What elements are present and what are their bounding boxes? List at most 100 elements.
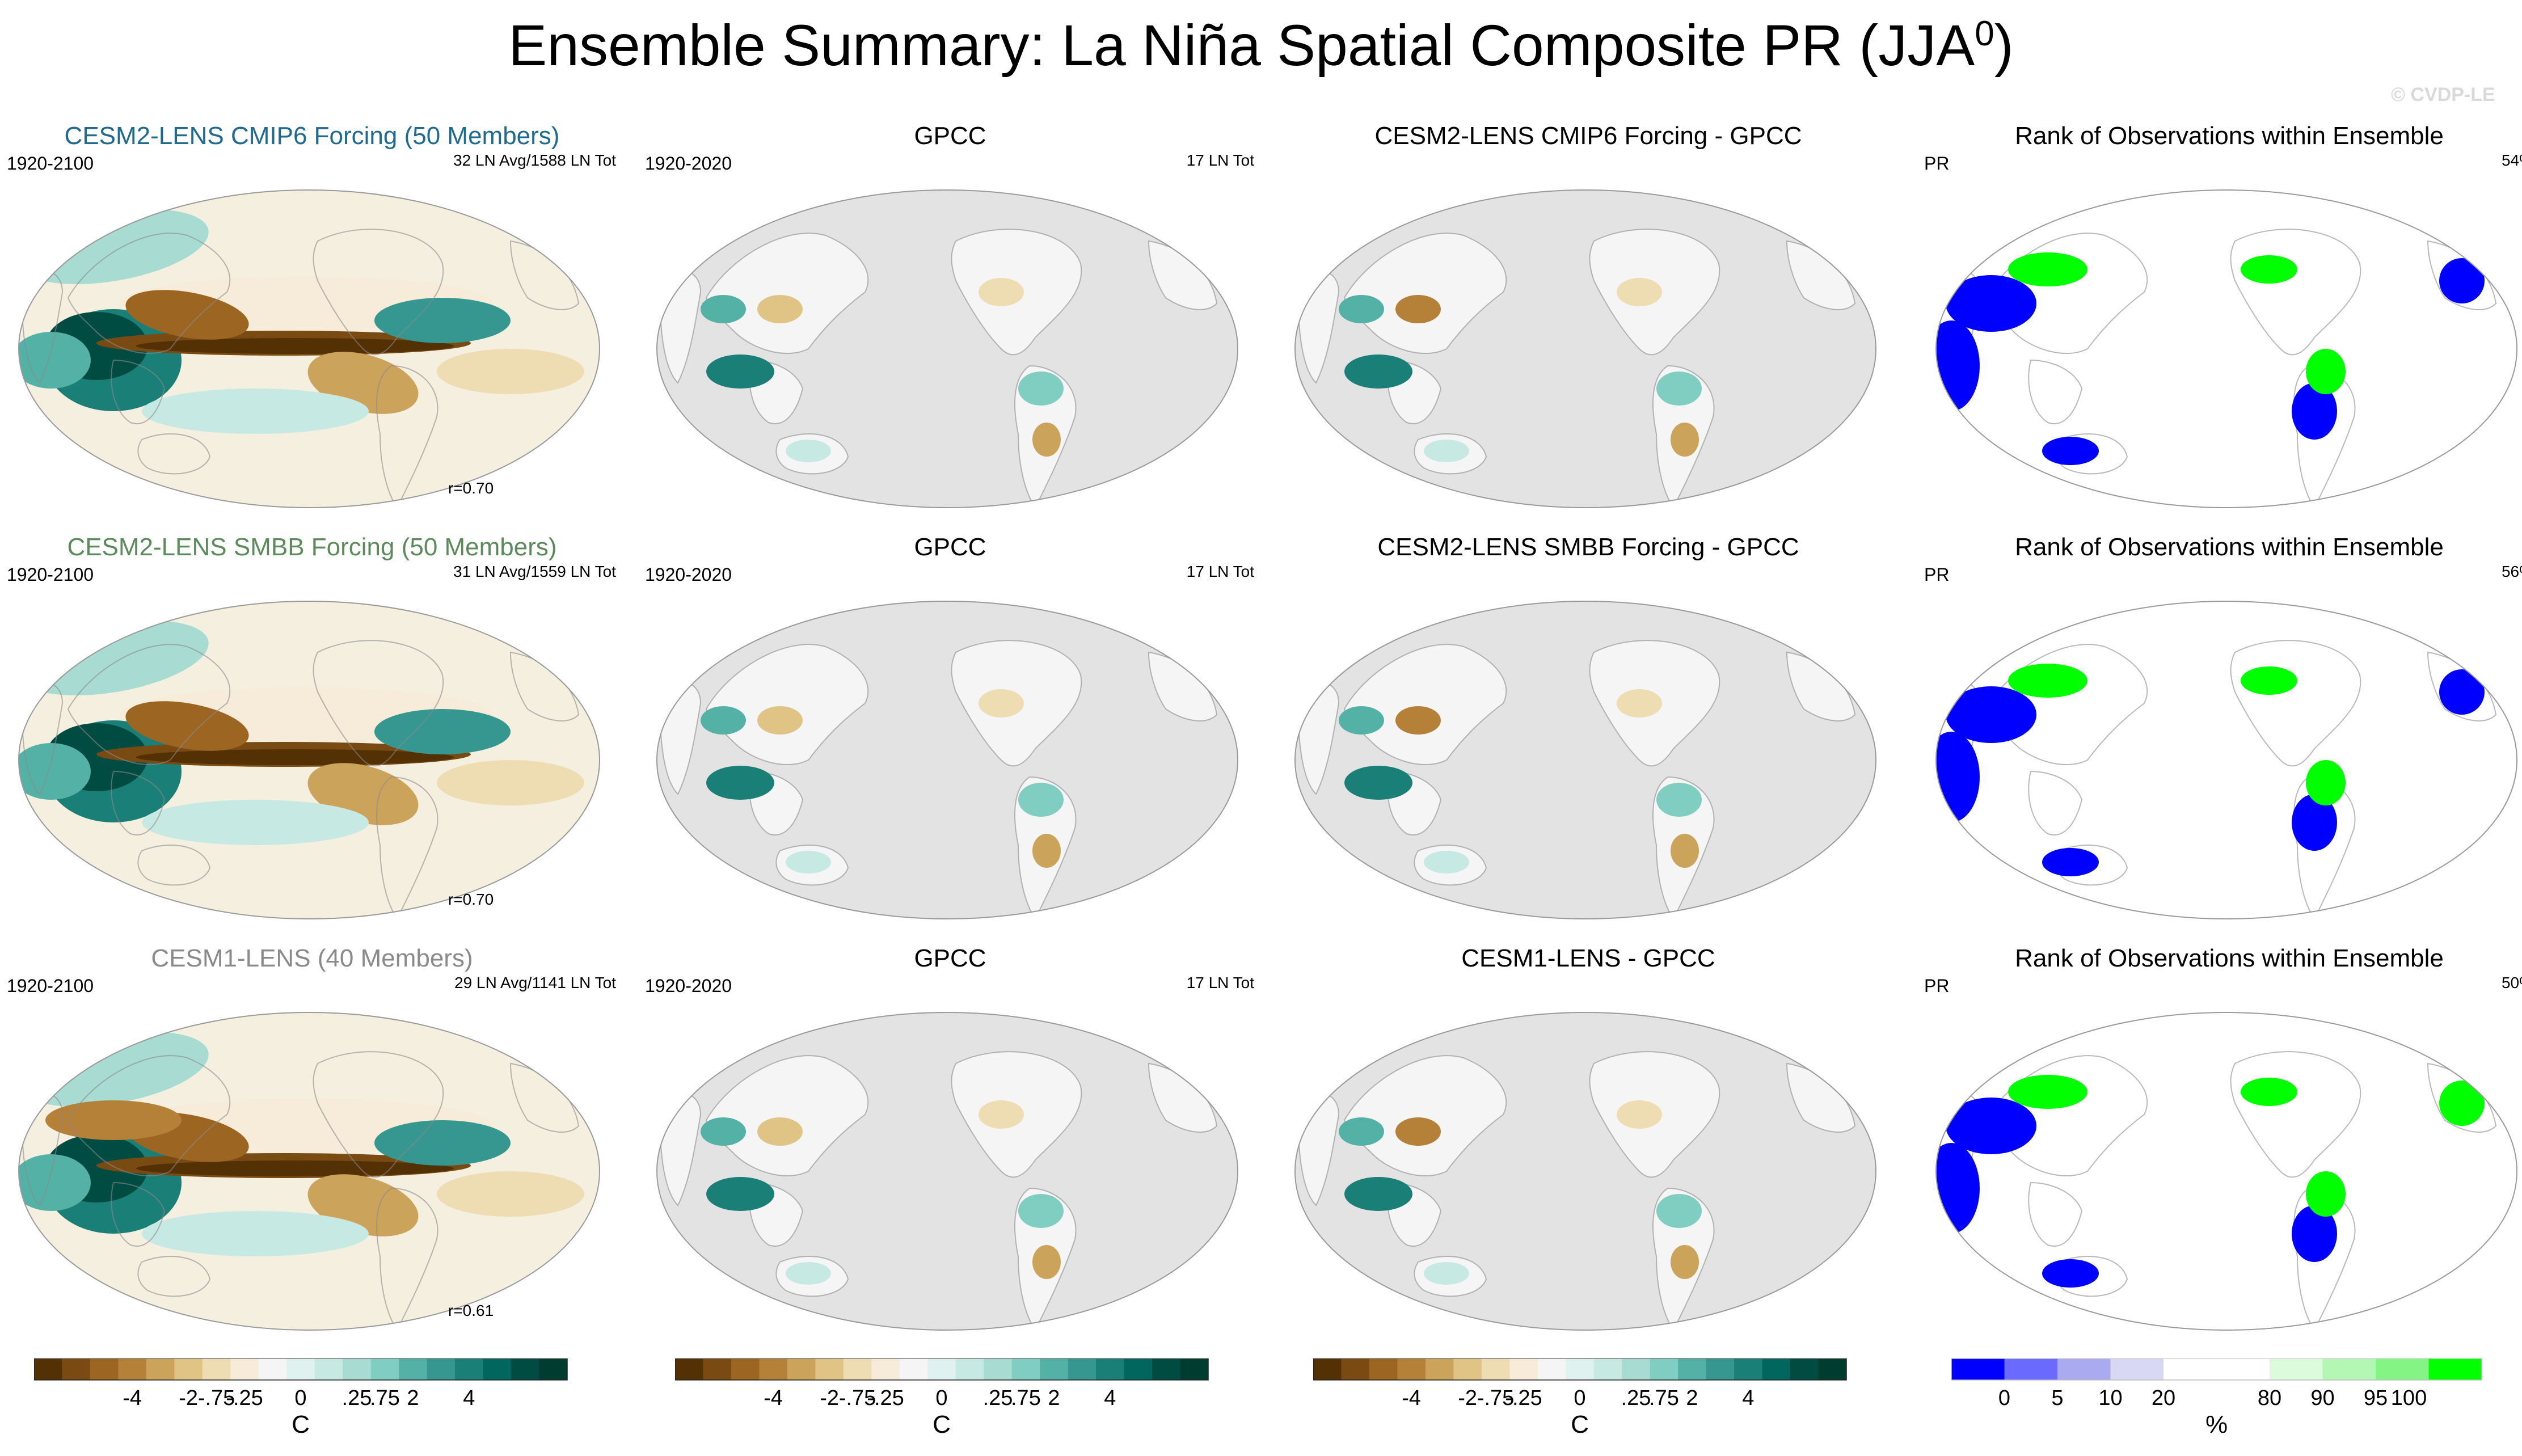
colorbar-swatch (1481, 1358, 1510, 1380)
atlantic-itcz-wet-anomaly (374, 1120, 511, 1166)
panel-diff-row-1: CESM2-LENS CMIP6 Forcing - GPCC (1276, 122, 1900, 530)
obs-period-label: 1920-2020 (645, 976, 732, 996)
colorbar-swatch (1762, 1358, 1791, 1380)
colorbar-swatch (370, 1358, 399, 1380)
obs-north-america-pixels (979, 689, 1024, 718)
colorbar-tick-label: .75 (370, 1386, 400, 1409)
diff-map-field (1295, 190, 1876, 508)
atlantic-itcz-wet-anomaly (374, 298, 511, 343)
obs-land-asia-landmass (705, 233, 869, 354)
obs-period-label: 1920-2020 (645, 153, 732, 174)
diff-east-asia-pixels (1395, 295, 1441, 323)
rank-panel-title: Rank of Observations within Ensemble (2015, 533, 2444, 561)
colorbar-svg: 0 5 10 20 80 90 95 100 (1951, 1358, 2482, 1409)
obs-map-field (657, 190, 1238, 508)
model-coastline-maritime-continent-landmass (111, 1181, 166, 1247)
south-atlantic-dry-weak (437, 760, 584, 805)
colorbar-frame (1951, 1358, 2482, 1381)
colorbar-units: C (292, 1411, 310, 1438)
diff-north-america-pixels (1617, 1100, 1662, 1129)
colorbar-tick-label: 95 (2364, 1386, 2388, 1409)
rank-low-south-america (2292, 1205, 2337, 1262)
colorbar-swatch (1180, 1358, 1209, 1380)
panel-model-row-3: CESM1-LENS (40 Members) 1920-2100 29 LN Av… (0, 944, 624, 1353)
copyright-watermark: © CVDP-LE (2391, 84, 2495, 105)
model-map-field (19, 190, 600, 508)
colorbar-swatch (1068, 1358, 1096, 1380)
colorbar-tick-label: -2 (1458, 1386, 1477, 1409)
colorbar-swatch (174, 1358, 203, 1380)
colorbar-tick-label: 2 (407, 1386, 419, 1409)
colorbar-swatch (1734, 1358, 1763, 1380)
diff-panel-title: CESM2-LENS SMBB Forcing - GPCC (1377, 533, 1799, 561)
indian-ocean-wet-anomaly (19, 743, 91, 800)
colorbar-swatch (2270, 1358, 2323, 1380)
colorbar-tick-label: -4 (1402, 1386, 1421, 1409)
diff-south-asia-wet-pixels (1339, 706, 1384, 735)
colorbar-swatch (146, 1358, 175, 1380)
colorbar-swatch (2376, 1358, 2429, 1380)
colorbar-tick-label: 4 (1742, 1386, 1754, 1409)
rank-percent-label: 54% (2501, 151, 2522, 169)
colorbar-swatch (511, 1358, 540, 1380)
colorbar-swatch (815, 1358, 844, 1380)
pattern-correlation-label: r=0.61 (448, 1302, 494, 1319)
colorbar-swatch (984, 1358, 1013, 1380)
colorbar-tick-label: .75 (1011, 1386, 1041, 1409)
model-panel-title: CESM2-LENS SMBB Forcing (50 Members) (67, 533, 557, 561)
rank-variable-label: PR (1924, 153, 1950, 174)
colorbar-tick-label: 0 (1998, 1386, 2010, 1409)
obs-period-label: 1920-2020 (645, 564, 732, 585)
model-period-label: 1920-2100 (7, 564, 94, 585)
model-map-field (19, 1012, 600, 1330)
colorbar-swatch (2216, 1358, 2270, 1380)
colorbar-swatch (230, 1358, 259, 1380)
colorbar-tick-label: 80 (2258, 1386, 2281, 1409)
colorbar-swatch (399, 1358, 428, 1380)
panel-diff-row-3: CESM1-LENS - GPCC (1276, 944, 1900, 1353)
obs-panel-title: GPCC (914, 533, 986, 561)
indian-ocean-wet-anomaly (19, 332, 91, 389)
diff-map-field (1295, 601, 1876, 919)
diff-north-america-pixels (1617, 689, 1662, 718)
rank-variable-label: PR (1924, 976, 1950, 996)
rank-high-north-america (2241, 255, 2297, 284)
colorbar-swatch (62, 1358, 91, 1380)
rank-high-north-asia (2008, 252, 2087, 286)
colorbar-swatch (2004, 1358, 2058, 1380)
rank-map-field (1936, 1012, 2517, 1330)
rank-percent-label: 50% (2501, 974, 2522, 991)
colorbar-swatch (90, 1358, 119, 1380)
map-border (18, 189, 600, 508)
colorbar-swatch (843, 1358, 872, 1380)
colorbar-4: 0 5 10 20 80 90 95 100% (1951, 1358, 2522, 1438)
obs-map-field (657, 1012, 1238, 1330)
colorbar-tick-label: 4 (1104, 1386, 1116, 1409)
diff-australia-pixels (1424, 1262, 1469, 1285)
model-panel-title: CESM2-LENS CMIP6 Forcing (50 Members) (64, 122, 560, 150)
obs-australia-pixels (786, 851, 831, 873)
colorbar-tick-label: 0 (935, 1386, 947, 1409)
obs-maritime-wet-pixels (706, 766, 774, 800)
model-event-count-label: 31 LN Avg/1559 LN Tot (453, 563, 616, 580)
colorbar-swatch (1678, 1358, 1707, 1380)
rank-high-north-asia (2008, 664, 2087, 698)
colorbar-swatch (483, 1358, 512, 1380)
diff-map-svg (1294, 601, 1876, 919)
obs-amazon-pixels (1018, 1194, 1064, 1228)
colorbar-1: -4 -2 -.75 -.25 0 .25.75 2 4 C (34, 1358, 658, 1438)
rank-low-asia (1946, 686, 2036, 743)
model-coastline-australia-landmass (137, 433, 211, 475)
obs-event-count-label: 17 LN Tot (1186, 151, 1254, 169)
colorbar-swatch (2428, 1358, 2482, 1380)
colorbar-swatch (675, 1358, 703, 1380)
colorbar-tick-label: 5 (2051, 1386, 2063, 1409)
colorbar-svg: -4 -2 -.75-.25 0 .25.75 2 4 (675, 1358, 1209, 1409)
diff-land-asia-landmass (1343, 1055, 1507, 1176)
map-border (1294, 189, 1876, 508)
pattern-correlation-label: r=0.70 (448, 479, 494, 497)
colorbar-swatch (202, 1358, 231, 1380)
obs-panel-title: GPCC (914, 122, 986, 150)
diff-maritime-wet-pixels (1344, 354, 1412, 389)
rank-high-north-america (2241, 1078, 2297, 1106)
